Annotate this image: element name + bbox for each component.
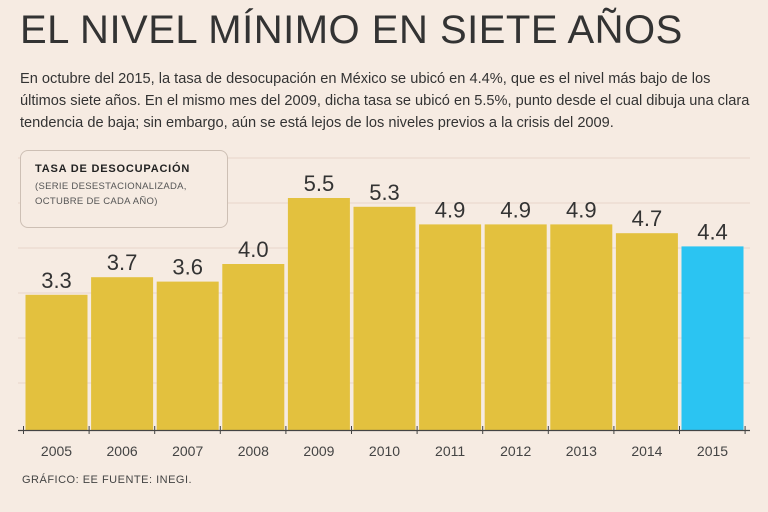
value-label-2009: 5.5: [304, 171, 335, 196]
source-credit: GRÁFICO: EE FUENTE: INEGI.: [22, 474, 193, 486]
legend-subtitle: (SERIE DESESTACIONALIZADA, OCTUBRE DE CA…: [35, 179, 213, 209]
bar-2015: [681, 246, 744, 430]
bar-2008: [222, 264, 285, 430]
bar-2013: [550, 224, 613, 430]
x-tick-label-2011: 2011: [435, 443, 465, 459]
x-tick-label-2013: 2013: [566, 443, 597, 459]
chart-description: En octubre del 2015, la tasa de desocupa…: [20, 71, 750, 131]
bar-2011: [419, 224, 482, 430]
x-tick-label-2007: 2007: [172, 443, 203, 459]
x-tick-label-2009: 2009: [303, 443, 334, 459]
value-label-2010: 5.3: [369, 180, 400, 205]
value-label-2005: 3.3: [41, 268, 72, 293]
value-label-2014: 4.7: [632, 206, 663, 231]
value-label-2008: 4.0: [238, 237, 269, 262]
bar-2010: [353, 206, 416, 430]
bar-2007: [156, 281, 219, 430]
bar-2009: [287, 198, 350, 430]
x-tick-labels: 2005 2006 2007 2008 2009 2010 2011 2012 2013 2014…: [41, 443, 728, 459]
bar-2006: [91, 277, 154, 430]
x-axis: [18, 426, 750, 434]
value-label-2015: 4.4: [697, 219, 728, 244]
bar-2012: [484, 224, 547, 430]
bars: [25, 198, 744, 430]
x-tick-label-2010: 2010: [369, 443, 400, 459]
bar-2005: [25, 294, 88, 430]
chart-title: EL NIVEL MÍNIMO EN SIETE AÑOS: [20, 8, 683, 52]
legend-subtitle-line2: OCTUBRE DE CADA AÑO): [35, 196, 158, 207]
x-tick-label-2014: 2014: [631, 443, 662, 459]
bar-2014: [615, 233, 678, 430]
value-label-2013: 4.9: [566, 197, 597, 222]
legend-subtitle-line1: (SERIE DESESTACIONALIZADA,: [35, 181, 187, 192]
legend-title: TASA DE DESOCUPACIÓN: [35, 163, 191, 175]
x-tick-label-2005: 2005: [41, 443, 72, 459]
x-tick-label-2012: 2012: [500, 443, 531, 459]
legend-box: TASA DE DESOCUPACIÓN (SERIE DESESTACIONA…: [20, 150, 228, 228]
value-label-2006: 3.7: [107, 250, 138, 275]
value-label-2007: 3.6: [172, 255, 203, 280]
x-tick-label-2008: 2008: [238, 443, 269, 459]
value-label-2012: 4.9: [500, 197, 531, 222]
value-labels: 3.3 3.7 3.6 4.0 5.5 5.3 4.9 4.9 4.9 4.7 4.4: [41, 171, 728, 293]
value-label-2011: 4.9: [435, 197, 466, 222]
x-tick-label-2015: 2015: [697, 443, 728, 459]
x-tick-label-2006: 2006: [107, 443, 138, 459]
